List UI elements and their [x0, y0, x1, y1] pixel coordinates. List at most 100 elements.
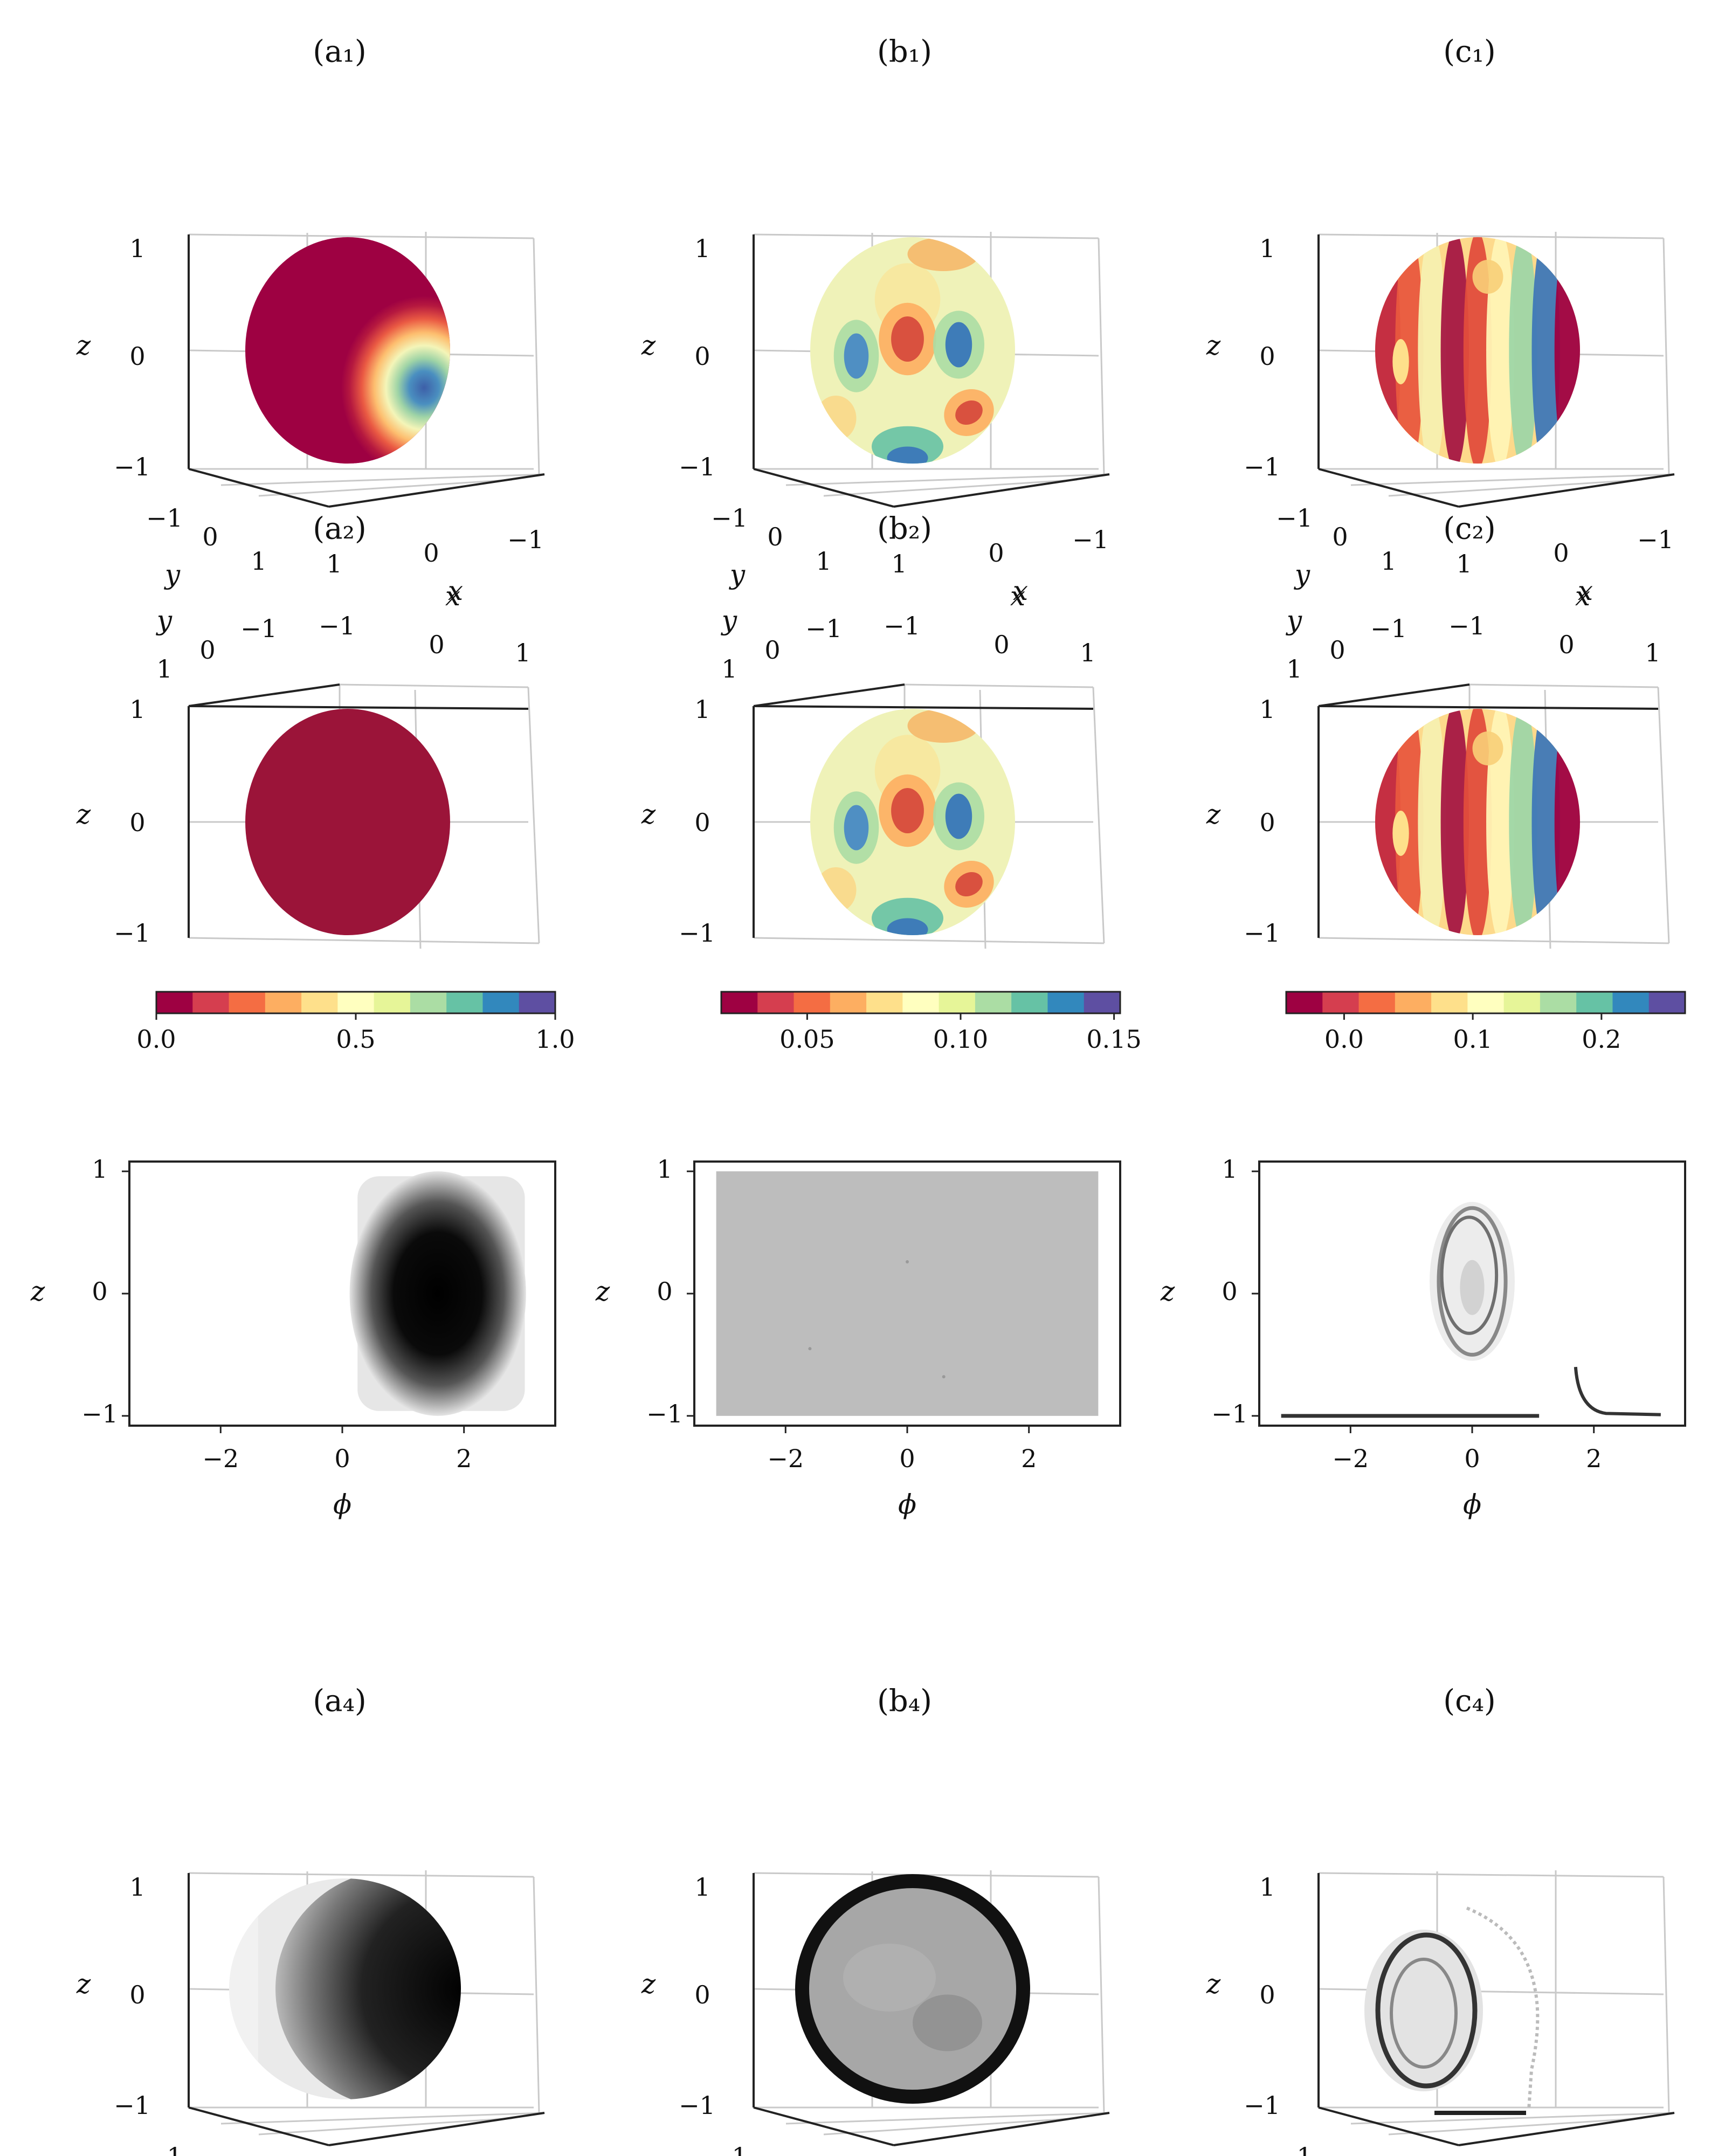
x-tick-label: −1: [1448, 611, 1485, 640]
surface-patch: [907, 237, 979, 271]
z-tick-label: 1: [1259, 695, 1275, 724]
panel-title: (c₂): [1443, 512, 1496, 547]
y-tick-label: −1: [1211, 1399, 1248, 1428]
density-point: [808, 1347, 812, 1351]
colorbar-segment: [939, 992, 976, 1013]
z-tick-label: 1: [1259, 234, 1275, 263]
surface-patch: [291, 265, 450, 464]
z-tick-label: −1: [1244, 2091, 1280, 2120]
sphere-rim: [795, 1874, 1030, 2104]
surface-patch: [844, 805, 869, 851]
z-tick-label: 1: [129, 234, 145, 263]
y-axis-label: y: [164, 559, 181, 590]
colorbar-frame: [1285, 991, 1686, 1014]
z-axis-label: z: [641, 1968, 656, 2000]
y-tick-label: −1: [1276, 503, 1313, 533]
x-tick-label: 1: [515, 638, 530, 667]
x-tick-label: 2: [1586, 1444, 1602, 1473]
y-tick-label: 1: [1222, 1155, 1237, 1184]
z-tick-label: 0: [129, 1980, 145, 2009]
surface-patch: [1509, 237, 1537, 464]
colorbar-segment: [519, 992, 556, 1013]
colorbar-segment: [1612, 992, 1650, 1013]
surface-patch: [955, 400, 983, 425]
y-axis-label: y: [1286, 605, 1302, 636]
y-axis-label: z: [595, 1276, 610, 1307]
colorbar-segment: [265, 992, 302, 1013]
x-axis-label: x: [1578, 575, 1593, 606]
surface-patch: [843, 1944, 936, 2012]
surface-patch: [913, 1994, 982, 2051]
x-tick-label: 1: [1645, 638, 1660, 667]
surface-patch: [1418, 709, 1446, 935]
x-tick-label: 0: [1558, 630, 1574, 659]
axis-line: [753, 937, 1105, 944]
z-tick-label: −1: [114, 2091, 150, 2120]
colorbar-segment: [866, 992, 903, 1013]
sphere-surface: [1375, 237, 1580, 464]
z-axis-label: z: [76, 1968, 91, 2000]
x-axis-label: ϕ: [333, 1489, 351, 1520]
colorbar-segment: [156, 992, 194, 1013]
z-tick-label: −1: [1244, 918, 1280, 948]
colorbar-segment: [374, 992, 411, 1013]
orbit-ring: [1440, 1215, 1499, 1335]
panel-title: (b₄): [877, 1684, 932, 1719]
axis-line: [1092, 687, 1105, 944]
z-tick-label: 0: [129, 342, 145, 371]
x-tick-label: −1: [1072, 525, 1109, 554]
axis-line: [1350, 473, 1675, 486]
axis-line: [188, 468, 329, 508]
z-tick-label: 0: [694, 1980, 710, 2009]
surface-patch: [1531, 709, 1560, 935]
y-tick-label: 1: [816, 547, 831, 576]
density-halo: [1364, 1930, 1483, 2091]
surface-patch: [891, 788, 924, 833]
y-axis-label: z: [30, 1276, 45, 1307]
surface-patch: [815, 396, 857, 441]
surface-patch: [1395, 237, 1424, 464]
colorbar-segment: [410, 992, 447, 1013]
axis-line: [1318, 683, 1470, 707]
orbit-ring: [1375, 1932, 1478, 2089]
colorbar-segment: [1011, 992, 1048, 1013]
x-tick-label: 1: [1456, 549, 1472, 578]
colorbar-segment: [482, 992, 520, 1013]
z-tick-label: −1: [679, 452, 715, 481]
z-tick-label: 0: [129, 808, 145, 837]
axis-line: [1388, 2117, 1643, 2136]
z-tick-label: −1: [679, 918, 715, 948]
axis-line: [1318, 2106, 1459, 2146]
z-axis-label: z: [1206, 1968, 1221, 2000]
surface-patch: [1472, 731, 1503, 765]
colorbar-segment: [1047, 992, 1085, 1013]
y-tick-label: −1: [711, 2142, 748, 2156]
y-tick-label: 0: [1329, 635, 1345, 665]
density-point: [942, 1375, 946, 1379]
z-axis-label: z: [641, 799, 656, 830]
colorbar-segment: [1286, 992, 1323, 1013]
y-axis-label: y: [1294, 559, 1310, 590]
orbit-ring: [1437, 1206, 1508, 1357]
colorbar-tick-label: 0.1: [1453, 1025, 1493, 1054]
axis-line: [1388, 479, 1643, 497]
axis-line: [1318, 468, 1459, 508]
colorbar-segment: [1576, 992, 1613, 1013]
y-tick-label: 0: [764, 635, 780, 665]
surface-patch: [955, 872, 983, 897]
colorbar-segment: [1322, 992, 1360, 1013]
axis-line: [188, 705, 529, 710]
colorbar-segment: [229, 992, 266, 1013]
axis-line: [1350, 2112, 1675, 2125]
surface-patch: [245, 709, 450, 935]
surface-patch: [1418, 237, 1446, 464]
axis-line: [753, 233, 1099, 239]
panel-title: (a₄): [313, 1684, 367, 1719]
z-tick-label: 1: [1259, 1872, 1275, 1902]
colorbar-tick-label: 0.15: [1086, 1025, 1141, 1054]
axis-line: [1098, 1876, 1105, 2113]
